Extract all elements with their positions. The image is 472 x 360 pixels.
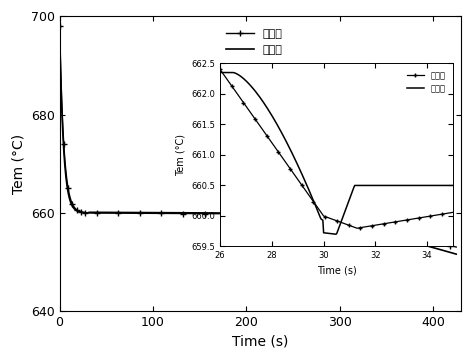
中心处 (310, 214, 315, 219)
中心处 (454, 245, 459, 249)
型壁处 (321, 217, 327, 221)
型壁处 (57, 24, 62, 28)
中心处 (57, 24, 62, 28)
型壁处 (310, 214, 315, 218)
Y-axis label: Tem (°C): Tem (°C) (11, 134, 25, 194)
中心处 (224, 212, 229, 216)
型壁处 (454, 252, 459, 256)
Legend: 中心处, 型壁处: 中心处, 型壁处 (221, 24, 287, 59)
中心处 (321, 216, 327, 221)
Line: 中心处: 中心处 (57, 23, 459, 250)
中心处 (95, 211, 101, 215)
X-axis label: Time (s): Time (s) (232, 335, 288, 349)
Line: 型壁处: 型壁处 (59, 26, 456, 254)
型壁处 (66, 192, 71, 196)
中心处 (66, 188, 71, 192)
型壁处 (345, 222, 350, 227)
型壁处 (224, 211, 229, 215)
型壁处 (95, 210, 101, 215)
中心处 (345, 221, 350, 226)
